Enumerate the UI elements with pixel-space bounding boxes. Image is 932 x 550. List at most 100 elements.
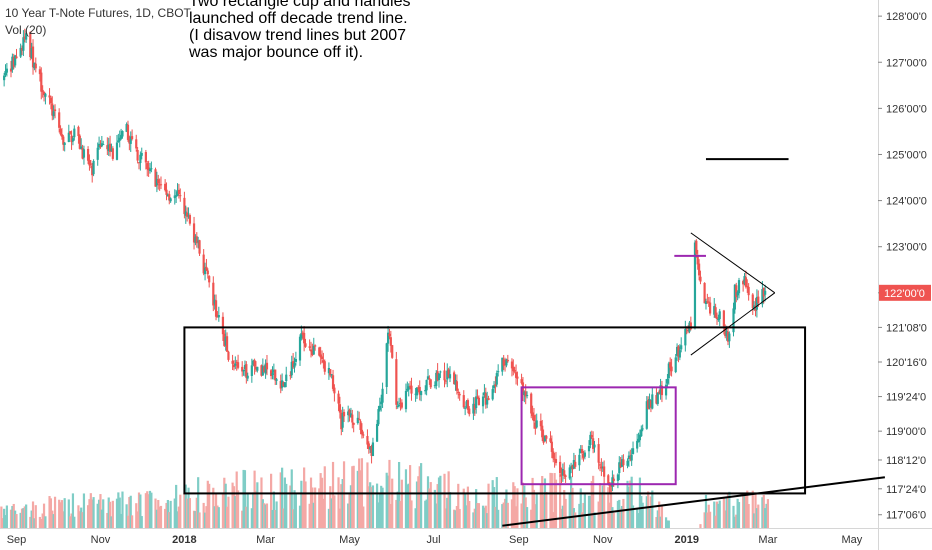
volume-bar [486,513,489,528]
volume-bar [69,516,72,528]
volume-bar [330,498,333,528]
volume-bar [571,487,574,528]
volume-bar [651,490,654,528]
candle-body [51,103,54,116]
volume-bar [15,514,18,528]
candle-body [742,281,745,285]
candle-body [118,137,121,141]
candles [3,28,767,494]
price-axis[interactable]: 128'00'0 127'00'0 126'00'0 125'00'0 124'00'0… [878,11,927,522]
volume-bar [250,508,253,528]
time-axis[interactable]: Sep Nov 2018 Mar May Jul Sep Nov 2019 Mar May [7,534,863,546]
candle-body [380,401,383,405]
volume-bar [429,482,432,528]
candle-body [579,449,582,454]
volume-bar [314,487,317,528]
candle-body [549,438,552,442]
candle-body [206,270,209,275]
volume-bar [91,499,94,528]
candle-body [670,366,673,372]
candle-body [62,136,65,145]
volume-bar [428,488,431,528]
volume-bar [385,472,388,528]
candle-body [92,160,95,175]
volume-bar [323,466,326,528]
candle-body [764,290,767,295]
candle-body [265,362,269,370]
candle-body [684,329,687,346]
candle-body [213,299,216,304]
volume-bar [121,491,124,528]
candle-body [99,145,102,147]
candle-body [108,143,112,152]
volume-bar [34,505,37,528]
volume-bar [197,477,200,528]
candle-body [342,411,346,417]
volume-bar [568,493,571,528]
volume-bar [655,517,658,528]
volume-bar [263,503,266,528]
candle-body [492,385,496,389]
candle-body [82,149,86,158]
candle-body [524,391,527,397]
volume-bar [261,499,264,528]
volume-bar [117,492,120,528]
candle-body [293,363,296,368]
candle-body [41,89,44,93]
candle-body [465,401,468,407]
volume-bar [559,474,562,528]
candle-body [176,191,179,196]
volume-bar [476,503,479,528]
volume-bar [590,481,593,528]
candle-body [188,215,192,224]
candle-body [231,360,234,364]
candle-body [656,392,659,404]
volume-bar [77,505,80,528]
price-tick-label: 117'24'0 [886,484,926,496]
volume-bar [484,505,487,528]
candle-body [301,332,304,335]
volume-bar [177,506,181,528]
candle-body [732,308,735,333]
volume-bar [751,490,754,528]
volume-bar [99,494,102,528]
volume-bar [217,507,220,528]
candle-body [717,318,720,320]
volume-bar [340,484,343,528]
candle-body [455,381,458,391]
candle-body [320,356,324,360]
volume-bar [294,493,297,528]
volume-bar [458,508,461,528]
candle-body [396,405,399,407]
volume-bar [194,511,197,528]
volume-bar [425,499,428,528]
volume-bar [530,509,533,528]
candle-body [283,382,286,388]
volume-bar [380,485,383,528]
volume-bar [275,501,278,528]
volume-bar [186,498,189,528]
candle-body [523,391,526,396]
volume-bar [192,510,196,528]
volume-bar [542,494,545,528]
volume-bar [561,505,564,528]
candle-body [140,152,143,156]
candle-body [620,459,624,467]
volume-bar [400,479,403,528]
volume-bar [366,462,369,528]
candle-body [502,359,505,366]
volume-bar [272,491,275,528]
volume-bar [395,499,398,528]
volume-bar [356,470,359,528]
volume-bar [144,493,147,528]
volume-bar [433,489,436,528]
volume-bar [464,492,467,528]
candle-body [726,331,730,342]
candle-body [622,459,625,466]
candle-body [148,168,152,171]
candle-body [553,458,556,460]
candle-body [356,417,359,424]
volume-bar [129,495,132,528]
candle-body [4,70,7,76]
